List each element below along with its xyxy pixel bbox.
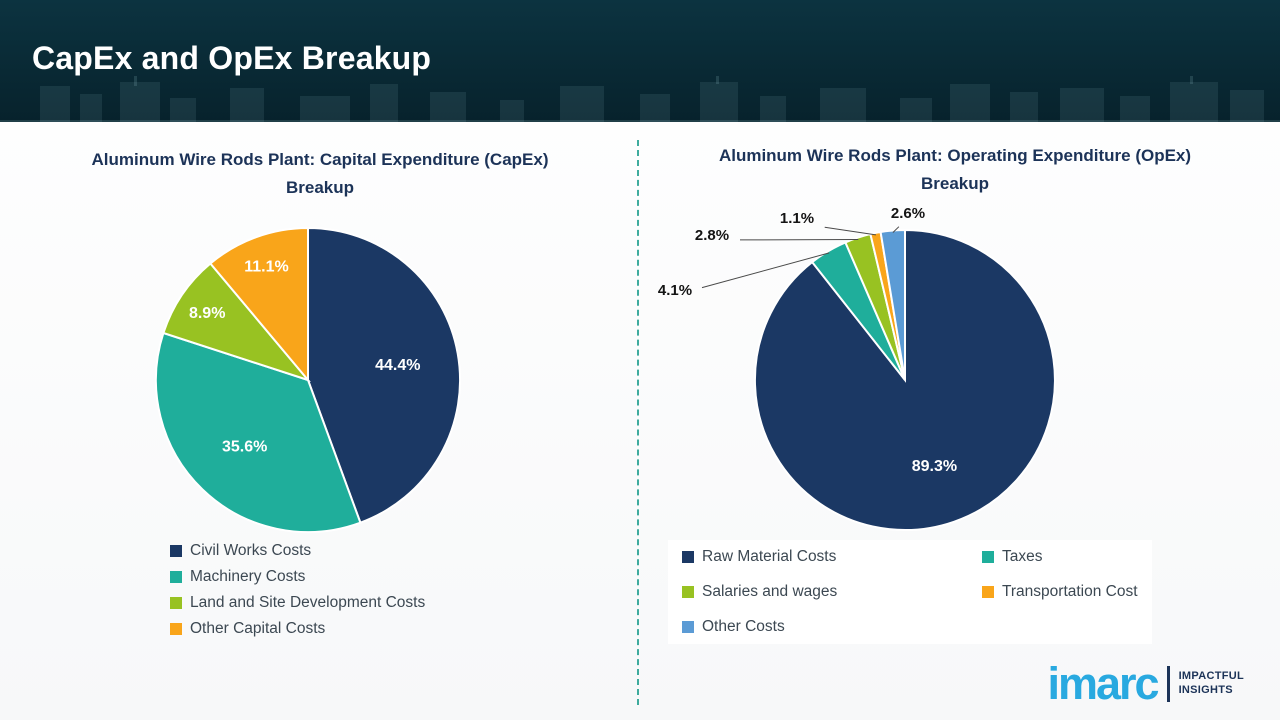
pie-data-label: 11.1%: [244, 259, 288, 276]
pie-callout-label: 1.1%: [780, 210, 814, 227]
legend-label: Other Capital Costs: [190, 620, 326, 637]
capex-chart-title: Aluminum Wire Rods Plant: Capital Expend…: [91, 150, 549, 198]
legend-label: Other Costs: [702, 618, 785, 635]
opex-legend: Raw Material Costs Taxes Salaries and wage…: [668, 540, 1152, 644]
legend-swatch: [982, 586, 994, 598]
legend-item-transportation-cost: Transportation Cost: [982, 583, 1138, 601]
header: CapEx and OpEx Breakup: [0, 0, 1280, 122]
leader-line: [701, 252, 830, 289]
legend-swatch: [682, 586, 694, 598]
pie-data-label: 89.3%: [912, 458, 957, 475]
logo-tagline: IMPACTFUL INSIGHTS: [1179, 670, 1244, 698]
capex-pie-chart: 44.4% 35.6% 8.9% 11.1%: [154, 226, 462, 533]
legend-swatch: [682, 621, 694, 633]
legend-item-civil-works-costs: Civil Works Costs: [170, 542, 425, 560]
legend-label: Civil Works Costs: [190, 542, 312, 559]
legend-item-other-costs: Other Costs: [682, 618, 982, 636]
imarc-logo: imarc IMPACTFUL INSIGHTS: [1047, 657, 1244, 709]
pie-callout-label: 2.6%: [891, 205, 925, 222]
opex-chart-title: Aluminum Wire Rods Plant: Operating Expe…: [718, 146, 1192, 194]
legend-label: Transportation Cost: [1002, 583, 1138, 600]
legend-item-salaries-and-wages: Salaries and wages: [682, 583, 982, 601]
capex-legend: Civil Works Costs Machinery Costs Land and…: [170, 542, 425, 638]
legend-item-land-and-site-development-costs: Land and Site Development Costs: [170, 594, 425, 612]
legend-label: Salaries and wages: [702, 583, 838, 600]
legend-label: Taxes: [1002, 548, 1043, 565]
leader-line: [824, 226, 876, 236]
pie-data-label: 44.4%: [375, 357, 420, 374]
imarc-logo-text: imarc: [1047, 657, 1159, 709]
legend-swatch: [682, 551, 694, 563]
legend-swatch: [170, 623, 182, 635]
city-skyline-graphic: [0, 76, 1280, 122]
legend-item-taxes: Taxes: [982, 548, 1138, 566]
logo-tagline-line1: IMPACTFUL: [1178, 670, 1244, 682]
logo-divider-bar: [1166, 665, 1170, 702]
legend-item-raw-material-costs: Raw Material Costs: [682, 548, 982, 566]
legend-label: Machinery Costs: [190, 568, 306, 585]
leader-line: [892, 226, 900, 233]
opex-pie-chart: 89.3% 4.1% 2.8% 1.1% 2.6%: [658, 205, 1056, 531]
legend-item-other-capital-costs: Other Capital Costs: [170, 620, 425, 638]
legend-label: Raw Material Costs: [702, 548, 837, 565]
pie-slice-other-capital-costs: [208, 226, 309, 383]
panel-divider: [637, 140, 639, 705]
page-title: CapEx and OpEx Breakup: [32, 40, 432, 76]
pie-callout-label: 4.1%: [658, 282, 692, 299]
legend-swatch: [170, 571, 182, 583]
pie-slice-machinery-costs: [154, 331, 362, 533]
pie-data-label: 8.9%: [189, 305, 225, 322]
logo-tagline-line2: INSIGHTS: [1178, 683, 1233, 696]
legend-swatch: [170, 597, 182, 609]
legend-swatch: [170, 545, 182, 557]
legend-label: Land and Site Development Costs: [190, 594, 426, 611]
pie-slice-civil-works-costs: [307, 226, 462, 524]
pie-slice-land-and-site-development-costs: [162, 262, 312, 383]
legend-item-machinery-costs: Machinery Costs: [170, 568, 425, 586]
pie-data-label: 35.6%: [222, 439, 267, 456]
pie-callout-label: 2.8%: [695, 227, 729, 244]
pie-slice-other-costs: [879, 228, 906, 381]
legend-swatch: [982, 551, 994, 563]
